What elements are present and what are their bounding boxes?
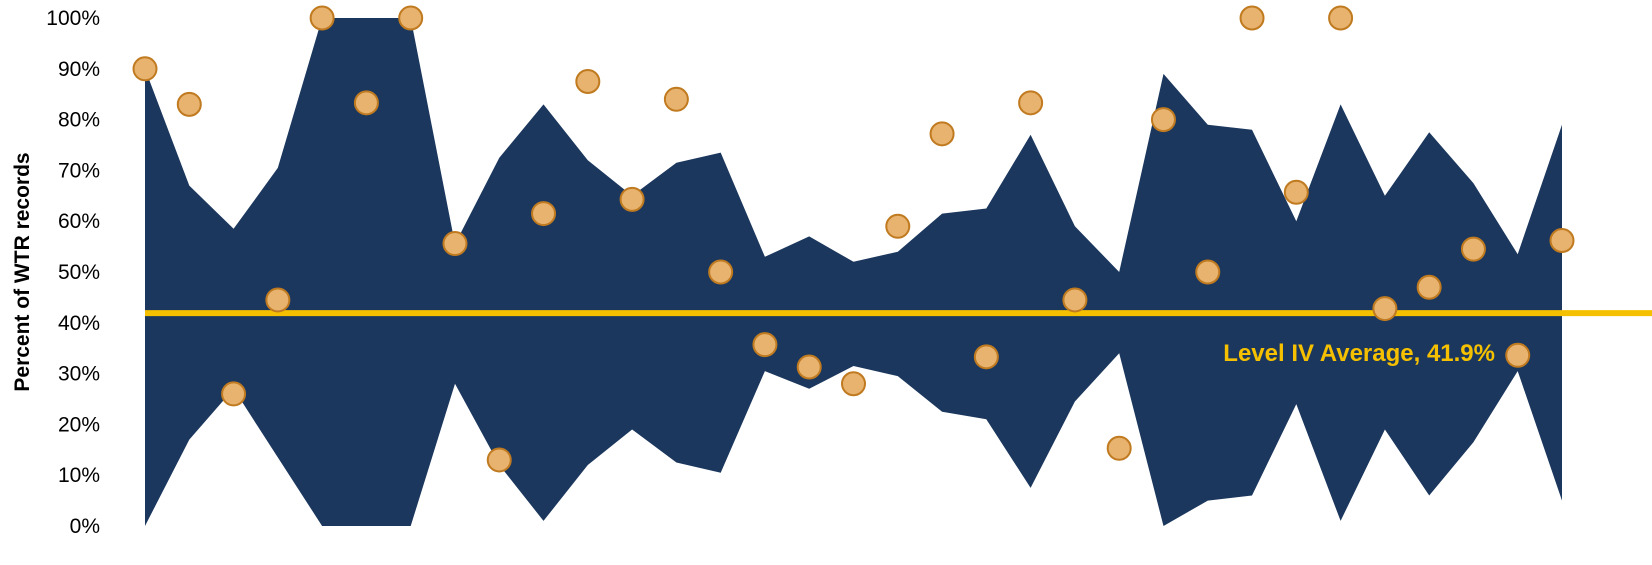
data-point [975,345,998,368]
y-tick-label: 80% [58,109,100,132]
data-point [1373,297,1396,320]
data-point [266,288,289,311]
data-point [488,448,511,471]
data-point [753,333,776,356]
y-tick-label: 0% [70,515,100,538]
data-point [931,122,954,145]
y-tick-label: 90% [58,58,100,81]
y-axis-tick-labels: 0% 10% 20% 30% 40% 50% 60% 70% 80% 90% 100% [46,7,100,538]
data-point [709,261,732,284]
data-point [222,382,245,405]
y-tick-label: 10% [58,464,100,487]
y-tick-label: 100% [46,7,100,30]
data-point [798,355,821,378]
data-point [1241,7,1264,30]
data-point [532,202,555,225]
data-point [1329,7,1352,30]
y-axis-title: Percent of WTR records [11,152,34,391]
data-point [1063,288,1086,311]
data-point [842,372,865,395]
y-tick-label: 20% [58,413,100,436]
data-point [1462,238,1485,261]
data-point [355,91,378,114]
data-point [399,7,422,30]
y-tick-label: 30% [58,363,100,386]
data-point [443,232,466,255]
data-point [1418,276,1441,299]
data-point [1108,437,1131,460]
data-point [621,188,644,211]
y-tick-label: 70% [58,159,100,182]
data-point [1019,91,1042,114]
average-label: Level IV Average, 41.9% [1223,340,1495,367]
data-point [886,215,909,238]
data-point [311,7,334,30]
data-point [665,88,688,111]
y-tick-label: 60% [58,210,100,233]
data-point [1152,108,1175,131]
data-point [134,57,157,80]
data-point [1196,261,1219,284]
y-tick-label: 40% [58,312,100,335]
data-point [1506,344,1529,367]
data-point [576,70,599,93]
y-tick-label: 50% [58,261,100,284]
data-point [1551,229,1574,252]
data-point [178,93,201,116]
data-point [1285,181,1308,204]
